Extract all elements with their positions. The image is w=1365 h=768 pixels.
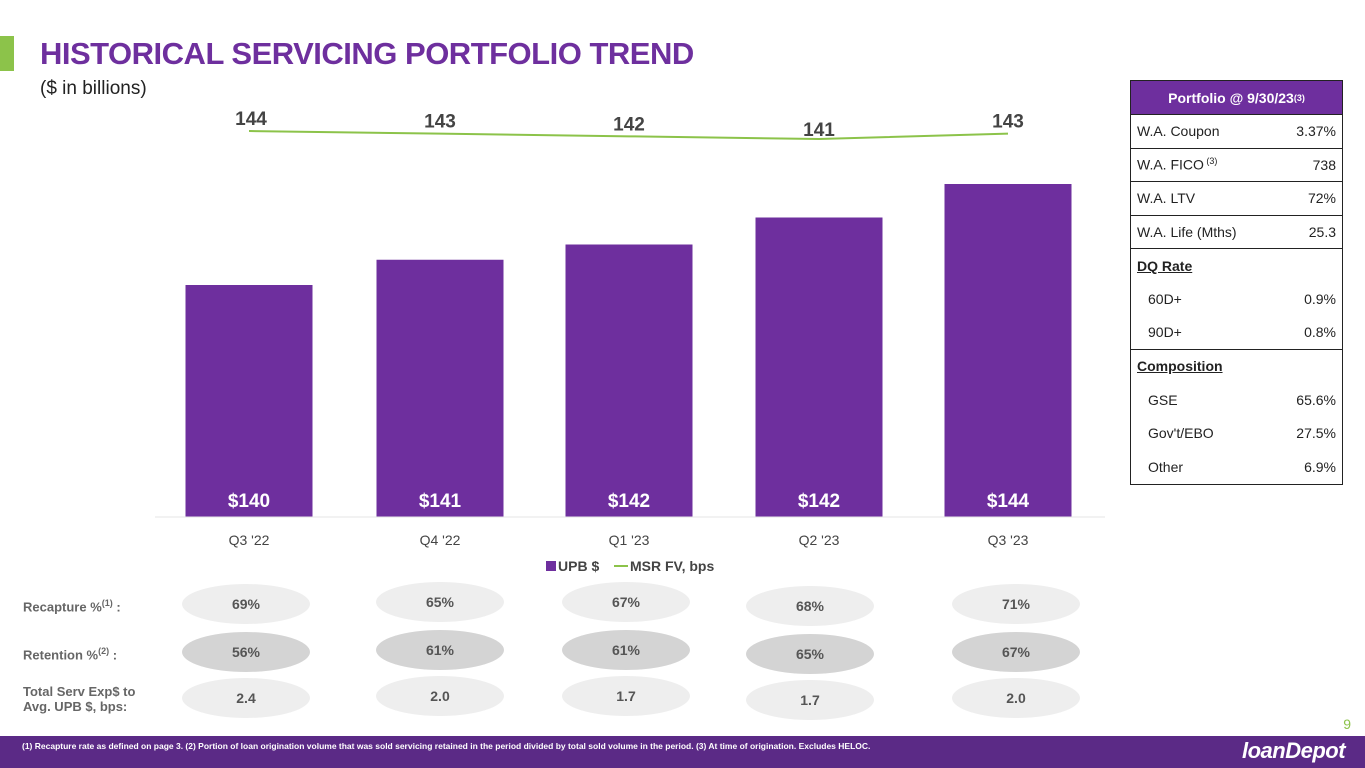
footer-band (0, 736, 1365, 768)
retention-pill: 67% (952, 632, 1080, 672)
x-tick-label: Q2 '23 (799, 532, 840, 548)
recapture-pill: 68% (746, 586, 874, 626)
table-row: W.A. Life (Mths) 25.3 (1131, 216, 1342, 249)
upb-bar-label: $144 (987, 491, 1030, 512)
upb-bar-label: $140 (228, 491, 270, 512)
bars-layer: $140 Q3 '22 $141 Q4 '22 $142 Q1 '23 $142 Q2 '23… (185, 184, 1072, 548)
table-row: 90D+ 0.8% (1131, 316, 1342, 350)
loandepot-logo: loanDepot (1242, 738, 1346, 763)
recapture-pill: 65% (376, 582, 504, 622)
table-row: Gov't/EBO 27.5% (1148, 425, 1336, 442)
table-row: Other 6.9% (1148, 458, 1336, 475)
portfolio-table: Portfolio @ 9/30/23 (3) W.A. Coupon 3.37% … (1130, 80, 1343, 485)
portfolio-table-header: Portfolio @ 9/30/23 (3) (1131, 81, 1342, 115)
upb-bar (944, 184, 1072, 517)
upb-bar-label: $142 (608, 491, 650, 512)
serv-exp-pill: 2.0 (376, 676, 504, 716)
recapture-pill: 69% (182, 584, 310, 624)
x-tick-label: Q1 '23 (609, 532, 650, 548)
msr-fv-label: 142 (613, 114, 645, 135)
upb-bar-label: $141 (419, 491, 462, 512)
msr-fv-label: 143 (424, 112, 456, 133)
upb-bar (185, 285, 313, 517)
page-title: HISTORICAL SERVICING PORTFOLIO TREND (40, 36, 694, 71)
recapture-pill: 67% (562, 582, 690, 622)
table-row: W.A. FICO (3) 738 (1131, 149, 1342, 182)
msr-fv-label: 143 (992, 112, 1024, 133)
serv-exp-pill: 2.4 (182, 678, 310, 718)
retention-pill: 65% (746, 634, 874, 674)
recapture-label: Recapture %(1) : (23, 598, 121, 615)
retention-pill: 61% (376, 630, 504, 670)
msr-fv-line (248, 130, 1009, 141)
title-accent-bar (0, 36, 14, 71)
table-row: 60D+ 0.9% (1148, 291, 1336, 308)
table-row: GSE 65.6% (1148, 391, 1336, 408)
page-number: 9 (1343, 716, 1351, 732)
dq-rate-section: DQ Rate (1137, 257, 1193, 274)
retention-pill: 61% (562, 630, 690, 670)
chart-legend: UPB $ MSR FV, bps (546, 558, 714, 574)
upb-bar-label: $142 (798, 491, 840, 512)
table-row: W.A. LTV 72% (1131, 182, 1342, 216)
serv-exp-pill: 1.7 (562, 676, 690, 716)
upb-bar (755, 217, 883, 517)
x-tick-label: Q3 '22 (229, 532, 270, 548)
msr-fv-label: 141 (803, 120, 835, 141)
serv-exp-label: Total Serv Exp$ to Avg. UPB $, bps: (23, 684, 136, 714)
x-tick-label: Q3 '23 (988, 532, 1029, 548)
upb-bar (565, 244, 693, 517)
legend-swatch-upb (546, 561, 556, 571)
legend-label-msr: MSR FV, bps (630, 558, 714, 574)
page-subtitle: ($ in billions) (40, 78, 147, 99)
recapture-pill: 71% (952, 584, 1080, 624)
footnote: (1) Recapture rate as defined on page 3.… (22, 741, 871, 751)
upb-bar (376, 259, 504, 517)
composition-section: Composition (1137, 358, 1223, 375)
legend-label-upb: UPB $ (558, 558, 599, 574)
upb-msr-chart: $140 Q3 '22 $141 Q4 '22 $142 Q1 '23 $142 Q2 '23… (155, 109, 1105, 574)
serv-exp-pill: 1.7 (746, 680, 874, 720)
msr-fv-label: 144 (235, 109, 267, 130)
x-tick-label: Q4 '22 (420, 532, 461, 548)
serv-exp-pill: 2.0 (952, 678, 1080, 718)
retention-label: Retention %(2) : (23, 646, 118, 663)
table-row: W.A. Coupon 3.37% (1131, 115, 1342, 149)
retention-pill: 56% (182, 632, 310, 672)
msr-line-layer: 144 143 142 141 143 (235, 109, 1024, 141)
